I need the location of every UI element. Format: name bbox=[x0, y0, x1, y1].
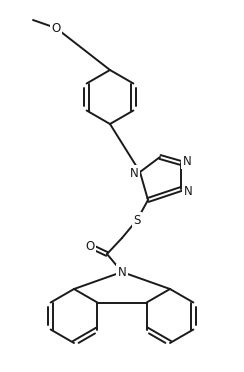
Text: N: N bbox=[118, 266, 126, 279]
Text: O: O bbox=[51, 22, 61, 35]
Text: N: N bbox=[184, 185, 192, 198]
Text: N: N bbox=[183, 154, 191, 167]
Text: O: O bbox=[85, 240, 95, 253]
Text: N: N bbox=[130, 167, 138, 180]
Text: S: S bbox=[133, 214, 141, 227]
